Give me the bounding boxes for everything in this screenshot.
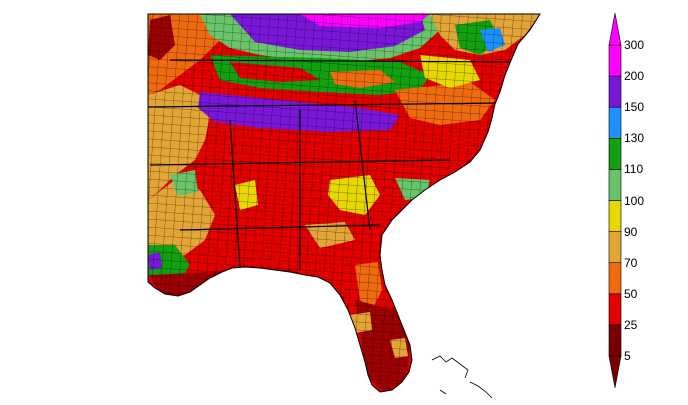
legend-tick-label: 100 [624,193,645,208]
legend-band [608,262,622,295]
legend-band [608,106,622,139]
legend-band [608,231,622,264]
legend-top-arrow [608,12,622,46]
legend-band [608,138,622,170]
legend-bottom-arrow [608,355,622,389]
bahamas-outline [431,355,493,399]
legend-band [608,324,622,357]
legend-band [608,293,622,326]
legend-tick-label: 150 [624,100,645,115]
legend-tick-label: 200 [624,69,645,84]
legend-tick-label: 90 [624,224,638,239]
legend-tick-label: 300 [624,38,645,52]
legend-band [608,200,622,232]
legend-tick-label: 130 [624,131,645,146]
legend-colorbar [608,12,622,389]
legend-tick-label: 70 [624,255,638,270]
legend-band [608,75,622,108]
legend: 300 200 150 130 110 100 90 70 50 25 5 [590,0,688,400]
legend-tick-label: 25 [624,317,638,332]
legend-tick-label: 5 [624,349,631,363]
state-borders [148,59,521,270]
county-borders [148,14,540,392]
legend-tick-label: 110 [624,162,644,177]
legend-band [608,169,622,201]
legend-band [608,44,622,77]
legend-tick-label: 50 [624,286,638,301]
